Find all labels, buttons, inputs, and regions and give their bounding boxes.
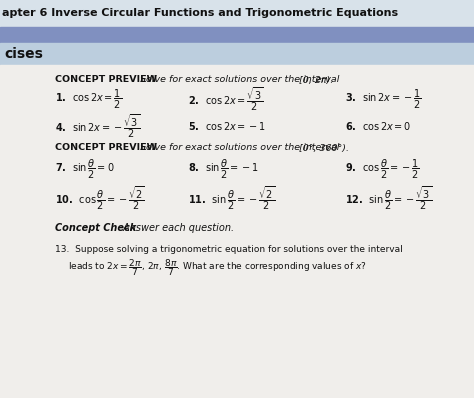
Text: $\mathbf{5.}$ $\,\cos 2x = -1$: $\mathbf{5.}$ $\,\cos 2x = -1$ [188,120,266,132]
Text: [0°, 360°).: [0°, 360°). [299,144,349,152]
Bar [0,43,474,65]
Text: Concept Check: Concept Check [55,223,136,233]
Bar [0,0,474,28]
Bar [0,27,474,43]
Text: $\mathbf{4.}$ $\,\sin 2x = -\dfrac{\sqrt{3}}{2}$: $\mathbf{4.}$ $\,\sin 2x = -\dfrac{\sqrt… [55,112,140,140]
Text: [0, 2π).: [0, 2π). [299,76,333,84]
Text: Solve for exact solutions over the interval: Solve for exact solutions over the inter… [137,144,342,152]
Text: 13.  Suppose solving a trigonometric equation for solutions over the interval: 13. Suppose solving a trigonometric equa… [55,246,403,254]
Text: $\mathbf{9.}$ $\,\cos\dfrac{\theta}{2} = -\dfrac{1}{2}$: $\mathbf{9.}$ $\,\cos\dfrac{\theta}{2} =… [345,158,419,181]
Text: cises: cises [4,47,43,61]
Text: $\mathbf{8.}$ $\,\sin\dfrac{\theta}{2} = -1$: $\mathbf{8.}$ $\,\sin\dfrac{\theta}{2} =… [188,158,259,181]
Text: CONCEPT PREVIEW: CONCEPT PREVIEW [55,76,157,84]
Text: $\mathbf{7.}$ $\,\sin\dfrac{\theta}{2} = 0$: $\mathbf{7.}$ $\,\sin\dfrac{\theta}{2} =… [55,158,115,181]
Text: Answer each question.: Answer each question. [120,223,234,233]
Text: apter 6 Inverse Circular Functions and Trigonometric Equations: apter 6 Inverse Circular Functions and T… [2,8,398,18]
Text: $\mathbf{3.}$ $\,\sin 2x = -\dfrac{1}{2}$: $\mathbf{3.}$ $\,\sin 2x = -\dfrac{1}{2}… [345,88,422,111]
Text: leads to $2x = \dfrac{2\pi}{7},\, 2\pi,\, \dfrac{8\pi}{7}$. What are the corresp: leads to $2x = \dfrac{2\pi}{7},\, 2\pi,\… [68,258,367,279]
Text: $\mathbf{11.}$ $\,\sin\dfrac{\theta}{2} = -\dfrac{\sqrt{2}}{2}$: $\mathbf{11.}$ $\,\sin\dfrac{\theta}{2} … [188,184,275,212]
Text: $\mathbf{2.}$ $\,\cos 2x =\dfrac{\sqrt{3}}{2}$: $\mathbf{2.}$ $\,\cos 2x =\dfrac{\sqrt{3… [188,85,264,113]
Bar [0,65,474,398]
Text: $\mathbf{6.}$ $\,\cos 2x = 0$: $\mathbf{6.}$ $\,\cos 2x = 0$ [345,120,411,132]
Text: Solve for exact solutions over the interval: Solve for exact solutions over the inter… [137,76,342,84]
Text: $\mathbf{1.}$ $\,\cos 2x =\dfrac{1}{2}$: $\mathbf{1.}$ $\,\cos 2x =\dfrac{1}{2}$ [55,88,122,111]
Text: $\mathbf{12.}$ $\,\sin\dfrac{\theta}{2} = -\dfrac{\sqrt{3}}{2}$: $\mathbf{12.}$ $\,\sin\dfrac{\theta}{2} … [345,184,432,212]
Text: $\mathbf{10.}$ $\,\cos\dfrac{\theta}{2} = -\dfrac{\sqrt{2}}{2}$: $\mathbf{10.}$ $\,\cos\dfrac{\theta}{2} … [55,184,145,212]
Text: CONCEPT PREVIEW: CONCEPT PREVIEW [55,144,157,152]
